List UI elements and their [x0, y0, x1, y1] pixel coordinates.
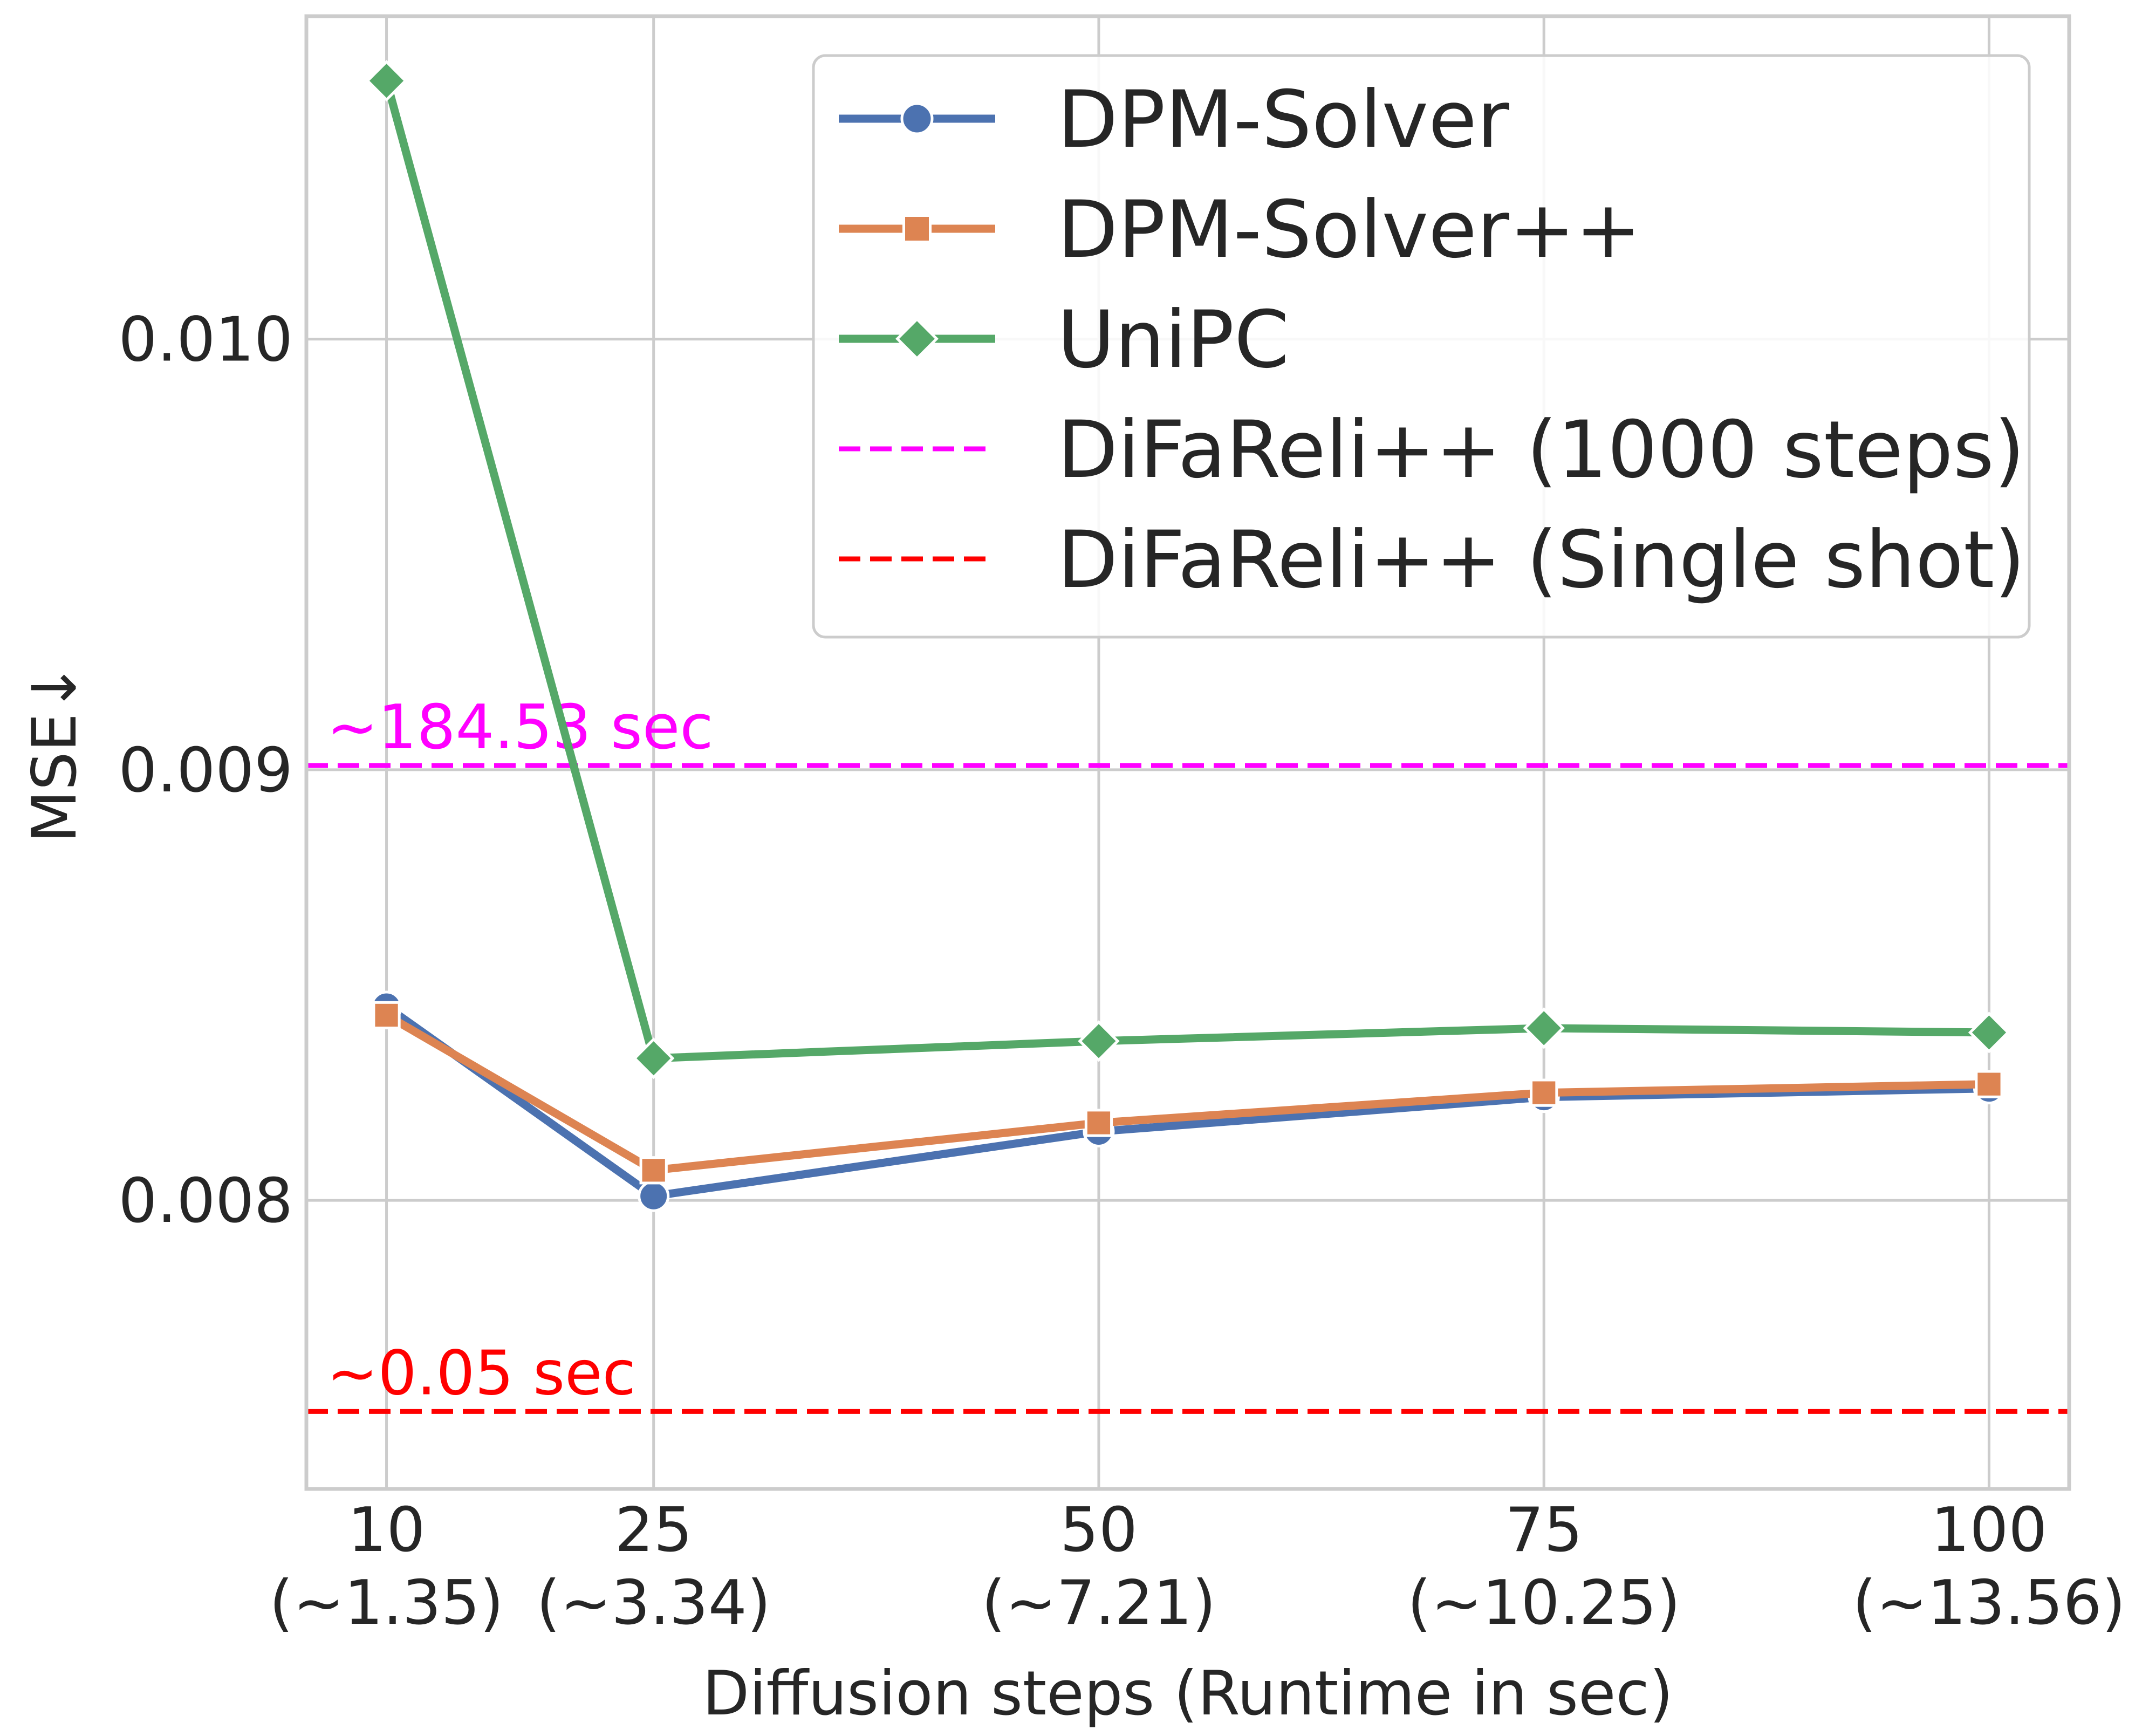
data-point-unipc-0 — [365, 60, 408, 102]
x-tick-runtime-2: (~7.21) — [982, 1567, 1216, 1638]
data-point-dpm-solverpp-0 — [372, 1001, 401, 1030]
legend-label-0: DPM-Solver — [1057, 74, 1510, 166]
legend: DPM-Solver DPM-Solver++ UniPC DiFaReli++ (1… — [812, 54, 2031, 639]
data-point-unipc-2 — [1078, 1020, 1120, 1062]
legend-box — [812, 54, 2031, 639]
legend-entry-dpm-solverpp: DPM-Solver++ — [839, 184, 1641, 276]
legend-marker-2 — [895, 317, 939, 360]
series-dpm-solverpp — [372, 1001, 2003, 1185]
y-tick-label-1: 0.009 — [119, 735, 293, 806]
x-tick-steps-4: 100 — [1931, 1494, 2048, 1566]
legend-entry-difarelipp-single-shot: DiFaReli++ (Single shot) — [839, 514, 2025, 606]
legend-marker-0 — [900, 102, 934, 135]
data-point-dpm-solverpp-4 — [1975, 1070, 2003, 1098]
data-series — [365, 60, 2010, 1212]
x-axis-label: Diffusion steps (Runtime in sec) — [702, 1658, 1673, 1729]
legend-entry-unipc: UniPC — [839, 294, 1289, 386]
plot-frame — [304, 14, 2071, 1491]
x-tick-steps-3: 75 — [1505, 1494, 1583, 1566]
x-axis-ticks: 10(~1.35) 25(~3.34) 50(~7.21) 75(~10.25) 100… — [269, 1494, 2125, 1638]
reference-annotation-0: ~184.53 sec — [327, 692, 714, 763]
x-tick-steps-2: 50 — [1060, 1494, 1138, 1566]
data-point-dpm-solverpp-2 — [1084, 1109, 1113, 1137]
legend-marker-1 — [902, 214, 932, 243]
data-point-unipc-1 — [633, 1037, 675, 1079]
x-tick-runtime-4: (~13.56) — [1852, 1567, 2125, 1638]
x-tick-runtime-3: (~10.25) — [1407, 1567, 1680, 1638]
y-axis-ticks: 0.008 0.009 0.010 — [119, 304, 293, 1236]
legend-entry-difarelipp-1000-steps: DiFaReli++ (1000 steps) — [839, 404, 2025, 496]
legend-label-2: UniPC — [1057, 294, 1289, 386]
data-point-unipc-4 — [1968, 1011, 2010, 1054]
y-tick-label-0: 0.008 — [119, 1165, 293, 1236]
legend-label-4: DiFaReli++ (Single shot) — [1057, 514, 2025, 606]
data-point-dpm-solverpp-1 — [639, 1156, 668, 1185]
x-tick-runtime-0: (~1.35) — [269, 1567, 503, 1638]
data-point-dpm-solverpp-3 — [1530, 1078, 1558, 1107]
y-axis-label: MSE↓ — [19, 662, 90, 843]
x-tick-steps-0: 10 — [348, 1494, 426, 1566]
legend-entry-dpm-solver: DPM-Solver — [839, 74, 1510, 166]
legend-label-1: DPM-Solver++ — [1057, 184, 1641, 276]
series-unipc — [365, 60, 2010, 1079]
y-tick-label-2: 0.010 — [119, 304, 293, 375]
legend-label-3: DiFaReli++ (1000 steps) — [1057, 404, 2025, 496]
data-point-dpm-solver-1 — [638, 1180, 670, 1212]
reference-lines: ~184.53 sec ~0.05 sec — [306, 692, 2069, 1414]
x-tick-runtime-1: (~3.34) — [536, 1567, 770, 1638]
data-point-unipc-3 — [1523, 1007, 1565, 1049]
reference-annotation-1: ~0.05 sec — [327, 1337, 636, 1409]
x-tick-steps-1: 25 — [615, 1494, 693, 1566]
